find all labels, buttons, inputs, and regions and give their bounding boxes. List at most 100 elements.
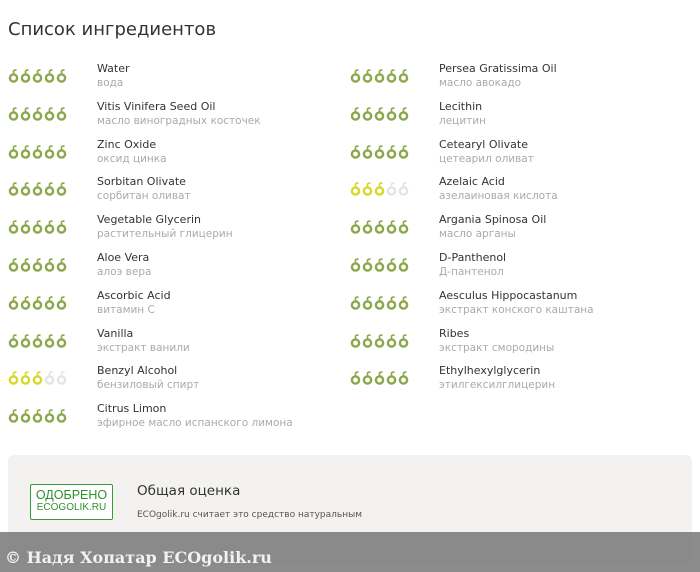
olive-icon bbox=[20, 144, 31, 163]
olive-icon bbox=[56, 144, 67, 163]
olive-icon bbox=[350, 181, 361, 200]
olive-icon bbox=[386, 106, 397, 125]
olive-icon bbox=[44, 295, 55, 314]
ingredient-translation: сорбитан оливат bbox=[97, 190, 191, 203]
ingredient-translation: алоэ вера bbox=[97, 265, 152, 278]
olive-icon bbox=[20, 370, 31, 389]
rating bbox=[350, 144, 409, 163]
olive-icon bbox=[20, 257, 31, 276]
olive-icon bbox=[350, 333, 361, 352]
ingredient-list-right: Persea Gratissima Oil масло авокадо Lecith… bbox=[350, 62, 690, 402]
ingredient-translation: азелаиновая кислота bbox=[439, 190, 558, 203]
olive-icon bbox=[56, 219, 67, 238]
ingredient-row: D-Panthenol Д-пантенол bbox=[350, 251, 690, 289]
ingredient-translation: вода bbox=[97, 77, 124, 89]
olive-icon bbox=[20, 295, 31, 314]
ingredient-row: Vitis Vinifera Seed Oil масло виноградных… bbox=[8, 100, 348, 138]
olive-icon bbox=[44, 370, 55, 389]
ingredient-row: Cetearyl Olivate цетеарил оливат bbox=[350, 138, 690, 176]
ingredient-translation: растительный глицерин bbox=[97, 228, 233, 241]
rating bbox=[8, 257, 67, 276]
olive-icon bbox=[32, 333, 43, 352]
page-title: Список ингредиентов bbox=[8, 19, 217, 40]
olive-icon bbox=[350, 370, 361, 389]
olive-icon bbox=[44, 181, 55, 200]
olive-icon bbox=[398, 295, 409, 314]
olive-icon bbox=[398, 68, 409, 87]
ingredient-name: Lecithin bbox=[439, 99, 483, 113]
ingredient-row: Ascorbic Acid витамин С bbox=[8, 289, 348, 327]
olive-icon bbox=[44, 219, 55, 238]
olive-icon bbox=[20, 408, 31, 427]
olive-icon bbox=[20, 219, 31, 238]
ingredient-row: Azelaic Acid азелаиновая кислота bbox=[350, 175, 690, 213]
ingredient-row: Vanilla экстракт ванили bbox=[8, 327, 348, 365]
ingredient-name: Water bbox=[97, 62, 130, 75]
rating bbox=[8, 408, 67, 427]
olive-icon bbox=[8, 333, 19, 352]
olive-icon bbox=[374, 370, 385, 389]
ingredient-name: D-Panthenol bbox=[439, 250, 507, 264]
olive-icon bbox=[56, 106, 67, 125]
olive-icon bbox=[32, 257, 43, 276]
olive-icon bbox=[374, 68, 385, 87]
olive-icon bbox=[398, 144, 409, 163]
ingredient-name: Vitis Vinifera Seed Oil bbox=[97, 99, 216, 113]
ingredient-translation: эфирное масло испанского лимона bbox=[97, 417, 293, 430]
olive-icon bbox=[32, 370, 43, 389]
olive-icon bbox=[374, 295, 385, 314]
rating bbox=[8, 333, 67, 352]
ingredient-row: Lecithin лецитин bbox=[350, 100, 690, 138]
olive-icon bbox=[32, 106, 43, 125]
olive-icon bbox=[8, 144, 19, 163]
olive-icon bbox=[56, 408, 67, 427]
olive-icon bbox=[56, 295, 67, 314]
ingredient-row: Benzyl Alcohol бензиловый спирт bbox=[8, 364, 348, 402]
rating bbox=[8, 144, 67, 163]
olive-icon bbox=[398, 181, 409, 200]
rating bbox=[8, 106, 67, 125]
ingredient-translation: бензиловый спирт bbox=[97, 379, 200, 392]
ingredient-name: Sorbitan Olivate bbox=[97, 175, 186, 189]
ingredient-name: Aloe Vera bbox=[97, 250, 150, 264]
olive-icon bbox=[8, 219, 19, 238]
rating bbox=[350, 370, 409, 389]
ingredient-row: Zinc Oxide оксид цинка bbox=[8, 138, 348, 176]
olive-icon bbox=[374, 219, 385, 238]
ingredient-row: Aloe Vera алоэ вера bbox=[8, 251, 348, 289]
olive-icon bbox=[56, 333, 67, 352]
ingredient-name: Aesculus Hippocastanum bbox=[439, 288, 578, 302]
ingredient-row: Ribes экстракт смородины bbox=[350, 327, 690, 365]
ingredient-translation: масло авокадо bbox=[439, 77, 522, 89]
ingredient-translation: экстракт смородины bbox=[439, 341, 555, 354]
ingredient-translation: экстракт конского каштана bbox=[439, 303, 594, 316]
rating bbox=[350, 219, 409, 238]
ingredient-translation: масло арганы bbox=[439, 228, 516, 241]
ingredient-name: Argania Spinosa Oil bbox=[439, 213, 547, 227]
ingredient-row: Vegetable Glycerin растительный глицерин bbox=[8, 213, 348, 251]
ingredient-translation: цетеарил оливат bbox=[439, 152, 534, 165]
olive-icon bbox=[20, 333, 31, 352]
approved-badge: ОДОБРЕНО ECOGOLIK.RU bbox=[30, 484, 113, 520]
ingredient-name: Benzyl Alcohol bbox=[97, 364, 178, 378]
olive-icon bbox=[20, 106, 31, 125]
olive-icon bbox=[374, 106, 385, 125]
olive-icon bbox=[56, 257, 67, 276]
olive-icon bbox=[44, 68, 55, 87]
olive-icon bbox=[44, 106, 55, 125]
olive-icon bbox=[386, 333, 397, 352]
ingredient-name: Cetearyl Olivate bbox=[439, 137, 528, 151]
rating bbox=[8, 295, 67, 314]
ingredient-translation: экстракт ванили bbox=[97, 341, 190, 354]
olive-icon bbox=[386, 295, 397, 314]
ingredient-row: Water вода bbox=[8, 62, 348, 100]
olive-icon bbox=[32, 68, 43, 87]
olive-icon bbox=[362, 257, 373, 276]
olive-icon bbox=[386, 68, 397, 87]
olive-icon bbox=[32, 181, 43, 200]
watermark: © Надя Хопатар ECOgolik.ru bbox=[5, 548, 272, 567]
olive-icon bbox=[350, 144, 361, 163]
ingredient-name: Azelaic Acid bbox=[439, 175, 505, 189]
olive-icon bbox=[44, 333, 55, 352]
rating bbox=[350, 295, 409, 314]
